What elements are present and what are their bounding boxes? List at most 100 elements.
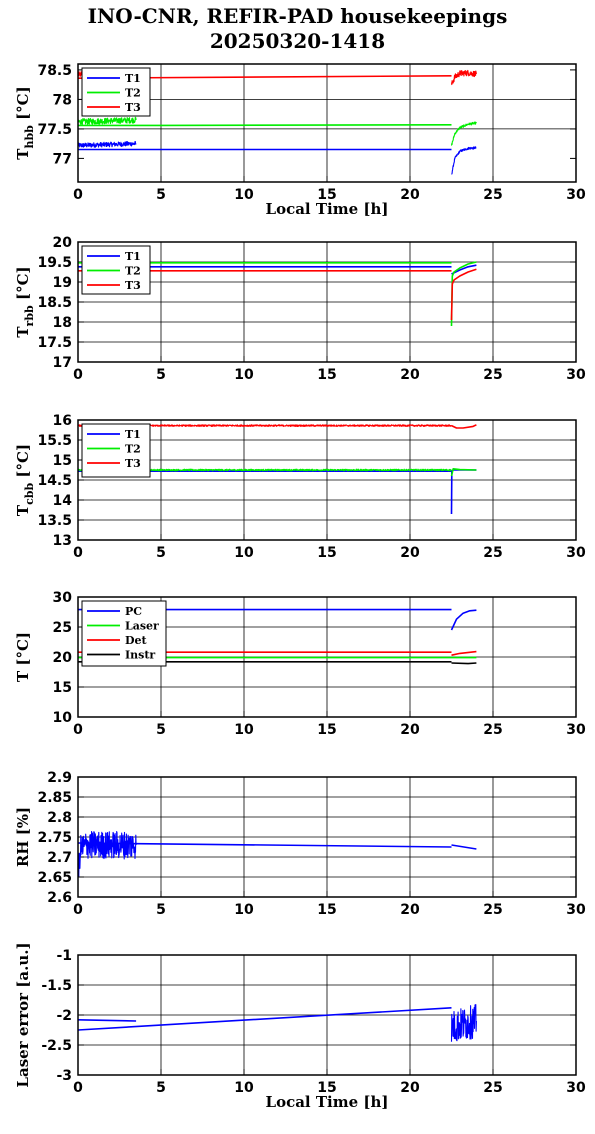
y-tick-label: 78.5 [37,63,72,79]
x-tick-label: 10 [234,187,254,203]
x-tick-label: 15 [317,545,336,561]
series-line-t1-seg1 [77,141,137,148]
x-tick-label: 25 [483,902,502,918]
plot-frame [77,596,577,718]
x-tick-label: 20 [400,187,420,203]
y-tick-label: 18 [53,315,72,331]
series-line-t1-seg3 [451,146,477,175]
x-tick-label: 5 [156,187,166,203]
x-tick-label: 30 [566,187,586,203]
y-tick-label: 2.65 [37,870,72,886]
y-tick-label: 19 [53,275,72,291]
series-line-main-seg2 [77,1007,452,1031]
series-line-t3-seg3 [450,69,477,86]
y-tick-label: -3 [56,1068,72,1084]
x-tick-label: 10 [234,367,254,383]
y-tick-label: 2.8 [47,810,72,826]
legend-label-det: Det [125,634,148,647]
plot-frame [77,954,577,1076]
x-tick-label: 5 [156,1080,166,1096]
legend-label-laser: Laser [125,620,159,633]
x-tick-label: 10 [234,902,254,918]
x-tick-label: 25 [483,545,502,561]
legend-label-t2: T2 [125,443,141,456]
chart-panel-6: -3 -2.5 -2 -1.5 -1 0 5 10 15 20 25 30 Laser error [a… [14,942,586,1111]
y-tick-label: 14.5 [37,473,72,489]
y-tick-label: 15 [53,453,72,469]
y-tick-label: -2 [56,1008,72,1024]
x-tick-label: 25 [483,1080,502,1096]
y-tick-label: 13 [53,533,72,549]
y-tick-label: 19.5 [37,255,72,271]
plot-frame [77,776,577,898]
x-tick-label: 5 [156,367,166,383]
y-tick-label: 17 [53,355,72,371]
series-line-t2-seg2 [450,467,477,477]
y-tick-label: 2.6 [47,890,72,906]
y-tick-label: 20 [53,650,73,666]
x-tick-label: 20 [400,545,420,561]
y-tick-label: 20 [53,235,73,251]
x-tick-label: 10 [234,1080,254,1096]
x-tick-label: 30 [566,367,586,383]
y-tick-label: 10 [53,710,73,726]
y-axis-label: Thbb [°C] [14,86,36,159]
x-tick-label: 5 [156,545,166,561]
x-tick-label: 20 [400,1080,420,1096]
x-tick-label: 20 [400,722,420,738]
legend-label-t2: T2 [125,265,141,278]
x-tick-label: 5 [156,722,166,738]
x-tick-label: 0 [73,545,83,561]
series-line-t1-seg2 [451,264,477,275]
y-axis-label: Laser error [a.u.] [14,942,32,1087]
legend-label-t1: T1 [125,428,141,441]
x-tick-label: 0 [73,902,83,918]
x-tick-label: 20 [400,902,420,918]
y-tick-label: 15.5 [37,433,72,449]
y-tick-label: 30 [53,590,73,606]
x-tick-label: 30 [566,722,586,738]
x-tick-label: 15 [317,367,336,383]
y-axis-label: T [°C] [14,632,32,682]
y-tick-label: 13.5 [37,513,72,529]
series-line-main-seg1 [77,1019,137,1022]
plot-frame [77,419,577,541]
series-line-t1-seg2 [450,469,477,515]
y-tick-label: -1 [56,948,72,964]
legend-label-t3: T3 [125,457,141,470]
series-line-main-seg3 [450,1004,477,1042]
y-tick-label: -1.5 [41,978,72,994]
x-tick-label: 15 [317,902,336,918]
series-line-main-seg1 [77,830,137,877]
series-line-t3-seg2 [451,424,477,429]
x-tick-label: 10 [234,722,254,738]
x-tick-label: 5 [156,902,166,918]
chart-panel-5: 2.6 2.65 2.7 2.75 2.8 2.85 2.9 0 5 10 15 20 25 30 RH [… [14,770,586,918]
legend-label-pc: PC [125,605,142,618]
legend-label-t3: T3 [125,279,141,292]
x-tick-label: 25 [483,187,502,203]
series-line-t2-seg2 [450,261,477,327]
x-tick-label: 0 [73,722,83,738]
x-tick-label: 20 [400,367,420,383]
y-axis-label: RH [%] [14,807,32,867]
chart-subtitle: 20250320-1418 [209,29,386,53]
series-line-t2-seg2 [78,124,452,127]
x-tick-label: 30 [566,545,586,561]
x-tick-label: 15 [317,1080,336,1096]
series-line-det-seg2 [451,650,477,656]
series-line-t3-seg2 [450,268,477,321]
x-tick-label: 15 [317,722,336,738]
y-tick-label: 15 [53,680,72,696]
legend-box [81,423,151,478]
y-axis-label: Trbb [°C] [14,266,36,337]
series-line-t2-seg3 [450,121,477,146]
chart-title: INO-CNR, REFIR-PAD housekeepings [87,4,508,28]
